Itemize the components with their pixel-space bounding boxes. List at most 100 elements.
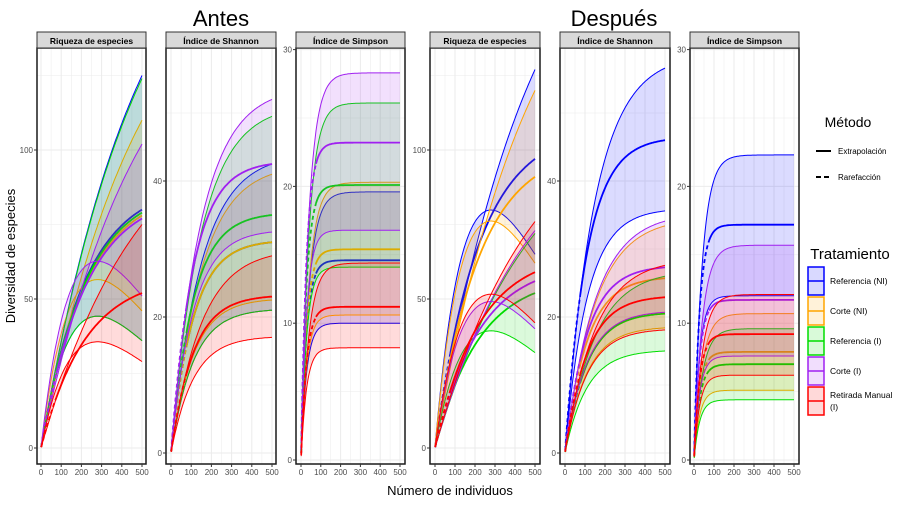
extrapolation-line (315, 141, 400, 164)
x-tick-label: 500 (658, 468, 672, 477)
y-axis-title: Diversidad de especies (3, 188, 18, 323)
y-tick-label: 50 (24, 295, 33, 304)
bound-line-upper (693, 313, 794, 457)
legend-treatment-label: Referencia (NI) (830, 276, 888, 286)
bound-line-upper (300, 191, 400, 454)
extrapolation-line (449, 176, 536, 360)
x-tick-label: 200 (468, 468, 482, 477)
facet-title: Índice de Shannon (183, 36, 259, 46)
extrapolation-line (315, 248, 400, 264)
legend-treatment-label: Corte (I) (830, 366, 861, 376)
rarefaction-line (170, 373, 188, 452)
bound-line-lower (170, 336, 272, 452)
facet-title: Índice de Simpson (313, 36, 388, 46)
x-tick-label: 100 (707, 468, 721, 477)
y-tick-label: 0 (288, 456, 293, 465)
bound-line-lower (300, 347, 400, 457)
facet-strip (429, 31, 541, 49)
x-tick-label: 100 (55, 468, 69, 477)
x-tick-label: 400 (245, 468, 259, 477)
panel-background (166, 48, 276, 464)
bound-line-upper (170, 115, 273, 451)
y-tick-label: 50 (417, 295, 426, 304)
facet-strip (165, 31, 277, 49)
x-tick-label: 100 (185, 468, 199, 477)
confidence-ribbon (301, 263, 400, 457)
x-tick-label: 0 (692, 468, 697, 477)
confidence-ribbon (41, 144, 143, 447)
bound-line-lower (564, 311, 666, 452)
confidence-ribbon (565, 68, 665, 451)
panel-5: Índice de Shannon 0 100 200 300 400 500 0 20 40 (547, 31, 672, 477)
bound-line-lower (434, 293, 536, 447)
extrapolation-line (449, 158, 536, 355)
confidence-ribbon (41, 75, 143, 447)
extrapolation-line (708, 363, 794, 372)
x-tick-label: 500 (787, 468, 801, 477)
legend-treatment-title: Tratamiento (810, 246, 889, 263)
rarefaction-line (693, 342, 710, 456)
x-axis-title: Número de individuos (387, 483, 513, 498)
bound-line-upper (300, 181, 400, 454)
panel-3: Índice de Simpson 0 100 200 300 400 500 0 10 20 30 (283, 31, 407, 477)
extrapolation-line (708, 350, 794, 360)
facet-title: Riqueza de especies (443, 36, 526, 46)
extrapolation-line (185, 214, 273, 334)
confidence-ribbon (694, 313, 794, 458)
y-tick-label: 30 (677, 46, 686, 55)
panel-6: Índice de Simpson 0 100 200 300 400 500 0 10 20 30 (677, 31, 801, 477)
title-after: Después (571, 6, 658, 31)
x-tick-label: 300 (95, 468, 109, 477)
bound-line-lower (40, 341, 143, 448)
confidence-ribbon (435, 90, 535, 447)
bound-line-lower (693, 389, 794, 458)
y-tick-label: 10 (283, 319, 292, 328)
confidence-ribbon (41, 224, 143, 448)
bound-line-upper (693, 328, 794, 457)
x-tick-label: 100 (314, 468, 328, 477)
bound-line-upper (434, 230, 536, 448)
y-tick-label: 0 (552, 449, 557, 458)
bound-line-lower (434, 300, 536, 447)
y-tick-label: 0 (29, 444, 34, 453)
x-tick-label: 100 (578, 468, 592, 477)
extrapolation-line (55, 211, 143, 372)
y-tick-label: 0 (682, 456, 687, 465)
extrapolation-line (315, 305, 400, 318)
bound-line-lower (170, 309, 273, 452)
x-tick-label: 200 (75, 468, 89, 477)
legend: Método Extrapolación Rarefacción Tratami… (807, 114, 892, 416)
x-tick-label: 400 (767, 468, 781, 477)
confidence-ribbon (171, 255, 272, 452)
x-tick-label: 0 (563, 468, 568, 477)
confidence-ribbon (435, 221, 535, 448)
y-tick-label: 10 (677, 319, 686, 328)
bound-line-upper (564, 275, 666, 452)
confidence-ribbon (435, 230, 535, 448)
x-tick-label: 0 (299, 468, 304, 477)
confidence-ribbon (171, 116, 272, 452)
bound-line-upper (40, 78, 143, 447)
y-tick-label: 20 (677, 182, 686, 191)
x-tick-label: 500 (135, 468, 149, 477)
confidence-ribbon (301, 103, 400, 454)
y-tick-label: 20 (283, 182, 292, 191)
x-tick-label: 200 (727, 468, 741, 477)
x-tick-label: 0 (433, 468, 438, 477)
bound-line-lower (693, 374, 794, 458)
bound-line-lower (693, 399, 794, 458)
y-tick-label: 100 (20, 146, 34, 155)
confidence-ribbon (565, 265, 665, 452)
bound-line-lower (170, 231, 273, 452)
x-tick-label: 0 (169, 468, 174, 477)
y-tick-label: 30 (283, 46, 292, 55)
extrapolation-line (449, 271, 536, 391)
bound-line-upper (693, 294, 794, 456)
panel-4: Riqueza de especies 0 100 200 300 400 500 0 50 10… (413, 31, 542, 477)
x-tick-label: 500 (393, 468, 407, 477)
bound-line-upper (693, 244, 794, 455)
confidence-ribbon (171, 99, 272, 452)
legend-treatment-label: Referencia (I) (830, 336, 882, 346)
confidence-ribbon (301, 191, 400, 456)
